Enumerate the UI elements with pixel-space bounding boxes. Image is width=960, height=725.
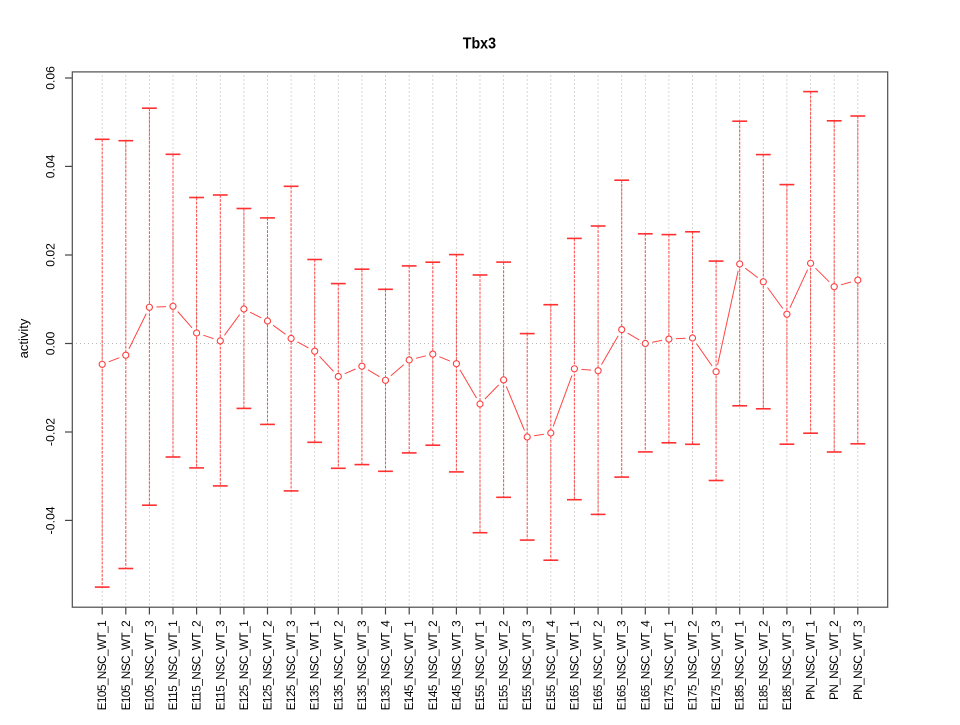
svg-text:E105_NSC_WT_3: E105_NSC_WT_3: [142, 620, 156, 711]
svg-text:E125_NSC_WT_3: E125_NSC_WT_3: [284, 620, 298, 711]
svg-text:E145_NSC_WT_3: E145_NSC_WT_3: [449, 620, 463, 711]
svg-text:E145_NSC_WT_2: E145_NSC_WT_2: [426, 620, 440, 710]
svg-text:E125_NSC_WT_1: E125_NSC_WT_1: [237, 620, 251, 710]
svg-text:E185_NSC_WT_1: E185_NSC_WT_1: [733, 620, 747, 710]
svg-text:E145_NSC_WT_1: E145_NSC_WT_1: [402, 620, 416, 710]
svg-text:PN_NSC_WT_1: PN_NSC_WT_1: [804, 620, 818, 700]
svg-text:0.02: 0.02: [44, 243, 58, 267]
svg-text:E165_NSC_WT_4: E165_NSC_WT_4: [638, 620, 652, 711]
svg-text:E165_NSC_WT_3: E165_NSC_WT_3: [615, 620, 629, 711]
svg-text:E155_NSC_WT_1: E155_NSC_WT_1: [473, 620, 487, 710]
svg-text:E185_NSC_WT_2: E185_NSC_WT_2: [756, 620, 770, 710]
svg-text:E135_NSC_WT_2: E135_NSC_WT_2: [331, 620, 345, 710]
svg-text:E165_NSC_WT_1: E165_NSC_WT_1: [567, 620, 581, 710]
svg-text:E155_NSC_WT_3: E155_NSC_WT_3: [520, 620, 534, 711]
svg-text:0.06: 0.06: [44, 66, 58, 90]
svg-text:E175_NSC_WT_3: E175_NSC_WT_3: [709, 620, 723, 711]
svg-text:-0.04: -0.04: [44, 506, 58, 534]
svg-text:E115_NSC_WT_3: E115_NSC_WT_3: [213, 620, 227, 711]
svg-text:PN_NSC_WT_3: PN_NSC_WT_3: [851, 620, 865, 700]
svg-text:E185_NSC_WT_3: E185_NSC_WT_3: [780, 620, 794, 711]
svg-text:E125_NSC_WT_2: E125_NSC_WT_2: [261, 620, 275, 710]
svg-text:0.04: 0.04: [44, 154, 58, 178]
svg-text:E175_NSC_WT_2: E175_NSC_WT_2: [686, 620, 700, 710]
svg-text:E135_NSC_WT_4: E135_NSC_WT_4: [379, 620, 393, 711]
svg-text:E105_NSC_WT_2: E105_NSC_WT_2: [119, 620, 133, 710]
svg-text:E155_NSC_WT_4: E155_NSC_WT_4: [544, 620, 558, 711]
svg-text:E155_NSC_WT_2: E155_NSC_WT_2: [497, 620, 511, 710]
svg-text:E165_NSC_WT_2: E165_NSC_WT_2: [591, 620, 605, 710]
svg-text:E115_NSC_WT_2: E115_NSC_WT_2: [190, 620, 204, 710]
svg-text:Tbx3: Tbx3: [463, 36, 496, 53]
svg-text:PN_NSC_WT_2: PN_NSC_WT_2: [827, 620, 841, 700]
svg-text:E135_NSC_WT_3: E135_NSC_WT_3: [355, 620, 369, 711]
svg-text:E175_NSC_WT_1: E175_NSC_WT_1: [662, 620, 676, 710]
svg-text:E135_NSC_WT_1: E135_NSC_WT_1: [308, 620, 322, 710]
svg-text:E105_NSC_WT_1: E105_NSC_WT_1: [95, 620, 109, 710]
svg-text:E115_NSC_WT_1: E115_NSC_WT_1: [166, 620, 180, 710]
svg-text:activity: activity: [16, 318, 31, 358]
svg-text:0.00: 0.00: [44, 331, 58, 355]
svg-text:-0.02: -0.02: [44, 418, 58, 446]
